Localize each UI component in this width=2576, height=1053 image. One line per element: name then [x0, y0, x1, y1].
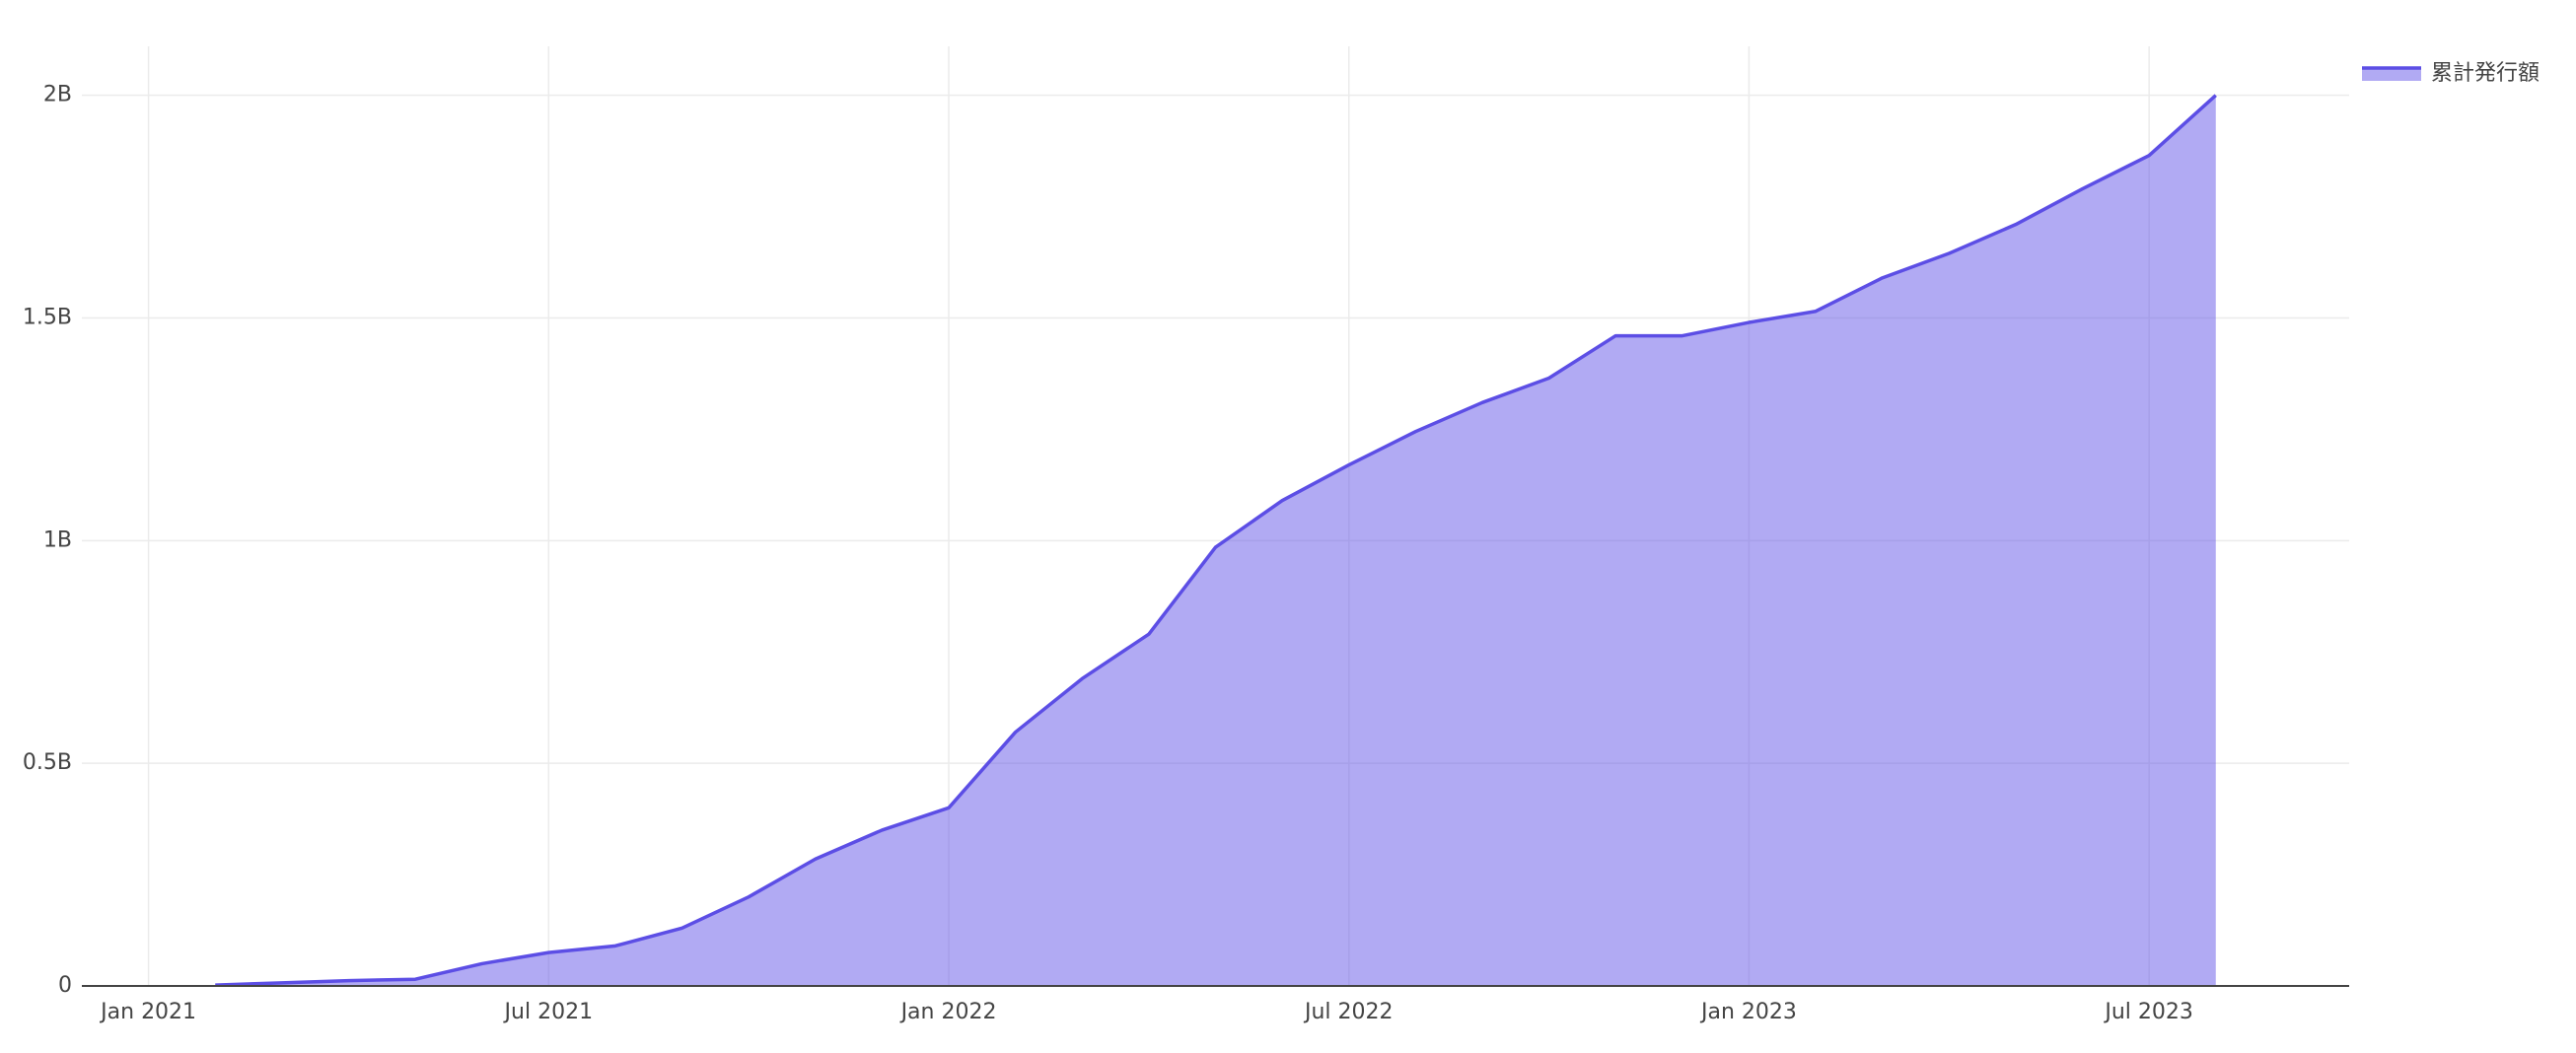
legend-swatch: [2362, 67, 2421, 81]
area-fill: [215, 95, 2216, 986]
x-tick-label: Jul 2023: [2103, 1000, 2193, 1024]
y-tick-label: 1B: [43, 527, 72, 552]
legend-label: 累計発行額: [2431, 61, 2540, 86]
y-tick-label: 2B: [43, 83, 72, 107]
x-tick-label: Jan 2021: [99, 1000, 196, 1024]
y-tick-label: 0: [58, 973, 72, 998]
y-tick-label: 1.5B: [23, 306, 72, 330]
area-line: [215, 94, 2217, 987]
x-tick-label: Jan 2022: [899, 1000, 997, 1024]
y-tick-label: 0.5B: [23, 750, 72, 775]
x-tick-label: Jul 2022: [1303, 1000, 1394, 1024]
x-tick-label: Jul 2021: [503, 1000, 594, 1024]
x-tick-label: Jan 2023: [1699, 1000, 1797, 1024]
